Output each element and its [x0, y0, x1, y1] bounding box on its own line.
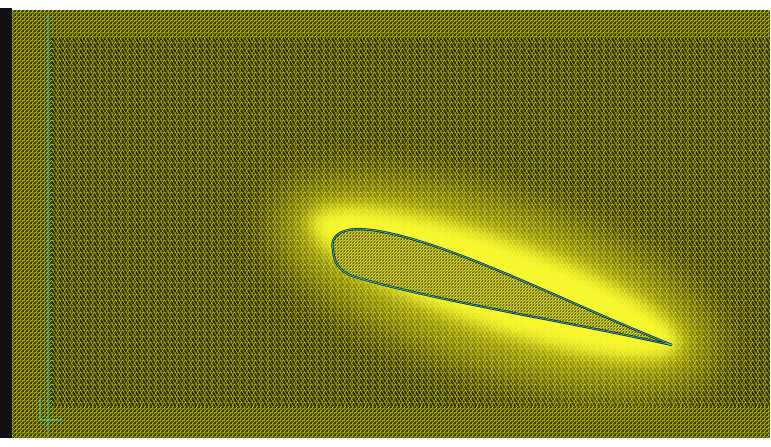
left-strip [0, 8, 12, 440]
page: (() => { const data = JSON.parse(documen… [0, 0, 771, 447]
bottom-strip [0, 438, 771, 447]
mesh-viewport [0, 0, 771, 447]
